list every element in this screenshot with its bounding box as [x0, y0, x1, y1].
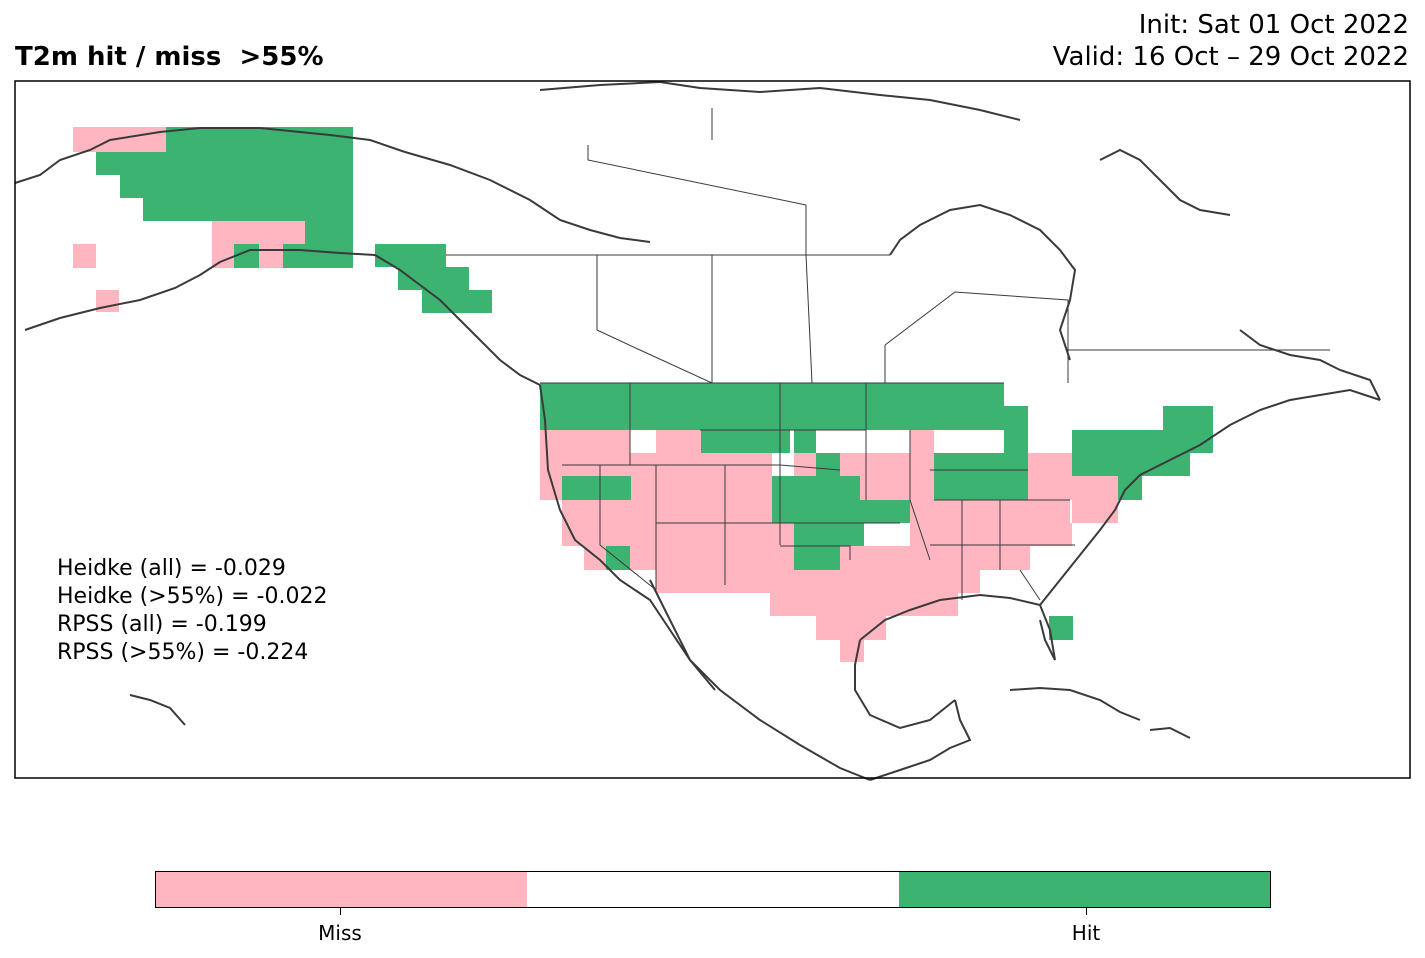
borders	[446, 108, 1330, 601]
map-frame	[14, 80, 1411, 779]
init-date: Init: Sat 01 Oct 2022	[1138, 10, 1409, 40]
skill-scores: Heidke (all) = -0.029 Heidke (>55%) = -0…	[57, 555, 327, 667]
colorbar-neutral	[527, 872, 899, 907]
hit-miss-grid	[73, 127, 1213, 662]
colorbar-label-hit: Hit	[1071, 921, 1101, 945]
rpss-all: RPSS (all) = -0.199	[57, 612, 267, 637]
map-title: T2m hit / miss >55%	[15, 42, 324, 72]
heidke-all: Heidke (all) = -0.029	[57, 556, 286, 581]
colorbar-miss	[156, 872, 528, 907]
coastlines	[14, 80, 1381, 781]
colorbar-tick-hit	[1086, 908, 1087, 915]
colorbar-hit	[898, 872, 1270, 907]
colorbar-tick-miss	[340, 908, 341, 915]
heidke-55: Heidke (>55%) = -0.022	[57, 584, 328, 609]
colorbar-label-miss: Miss	[318, 921, 362, 945]
rpss-55: RPSS (>55%) = -0.224	[57, 640, 309, 665]
colorbar	[155, 871, 1271, 908]
valid-period: Valid: 16 Oct – 29 Oct 2022	[1052, 42, 1409, 72]
